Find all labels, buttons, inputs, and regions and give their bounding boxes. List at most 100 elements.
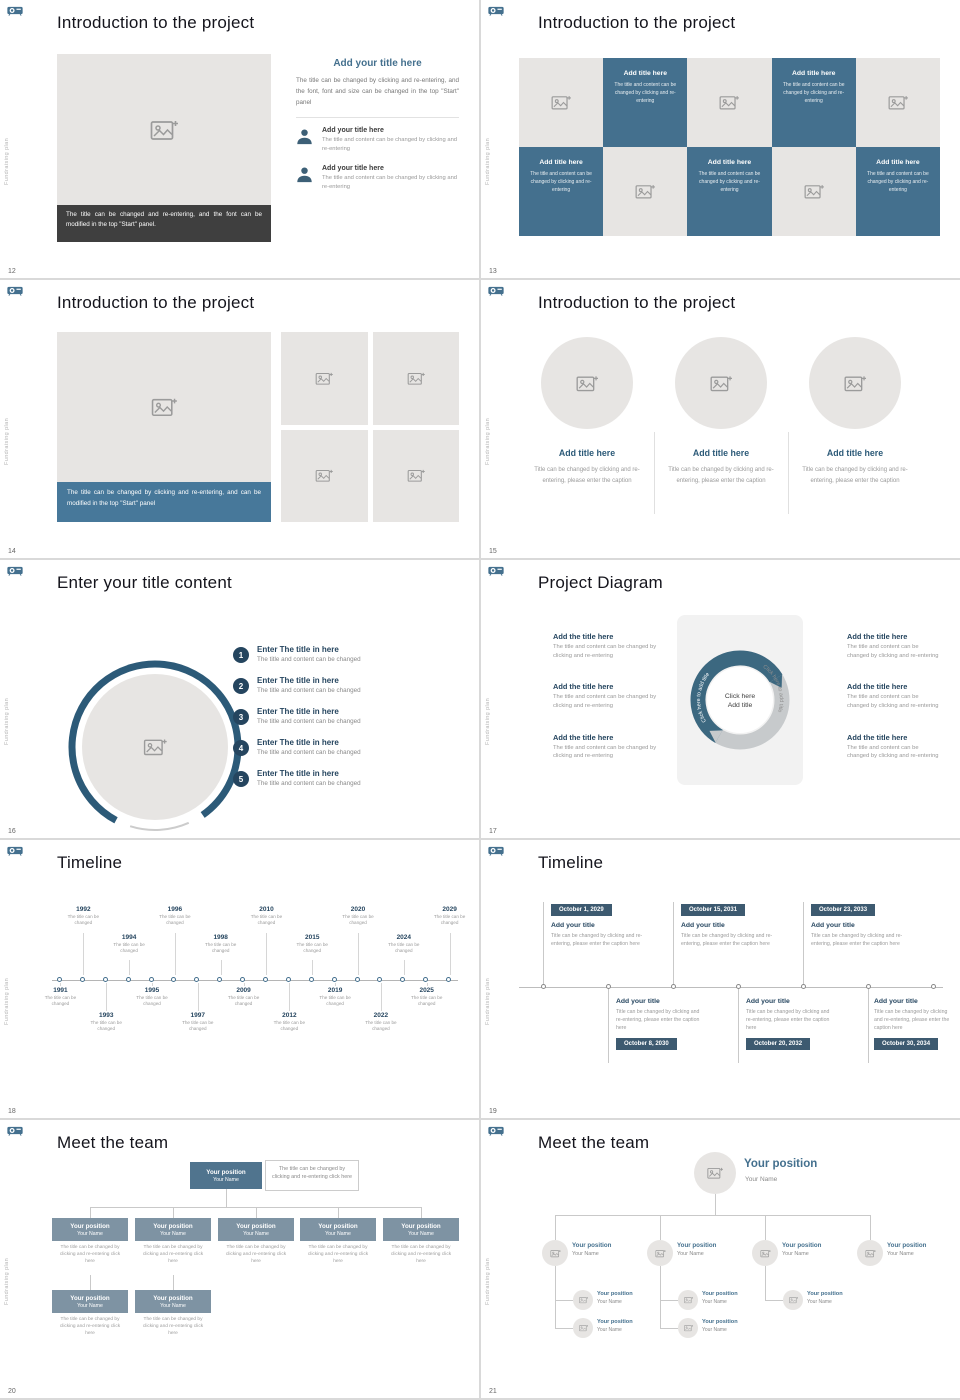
- cycle-diagram: Click here to add title Click here to ad…: [690, 650, 790, 750]
- text-column: Add your title here The title can be cha…: [296, 58, 459, 192]
- deck-vertical-label: Fundraising plan: [4, 977, 10, 1025]
- org-caption: The title can be changed by clicking and…: [225, 1245, 287, 1264]
- slide-16-thumbnail[interactable]: Fundraising plan Enter your title conten…: [0, 560, 479, 838]
- slide-20-thumbnail[interactable]: Fundraising plan Meet the team Your posi…: [0, 1120, 479, 1398]
- item-text: The title and content can be changed by …: [553, 644, 657, 659]
- connector: [173, 1275, 174, 1290]
- image-placeholder: [541, 337, 633, 429]
- projector-icon: [488, 5, 504, 16]
- image-caption: The title can be changed by clicking and…: [57, 482, 271, 522]
- date-badge: October 23, 2033: [811, 904, 876, 916]
- cell-heading: Add title here: [876, 159, 920, 166]
- insert-picture-icon: [315, 371, 333, 386]
- org-box: Your position Your Name: [218, 1218, 294, 1241]
- slide-15-thumbnail[interactable]: Fundraising plan Introduction to the pro…: [481, 280, 960, 558]
- title-cell: Add title here The title and content can…: [519, 147, 604, 236]
- slide-title: Meet the team: [57, 1133, 169, 1152]
- projector-icon: [488, 285, 504, 296]
- cell-heading: Add title here: [623, 70, 667, 77]
- projector-icon: [488, 565, 504, 576]
- timeline-point: 2012 The title can be changed: [274, 840, 305, 1118]
- left-items: Add the title here The title and content…: [553, 632, 661, 761]
- deck-vertical-label: Fundraising plan: [485, 137, 491, 185]
- avatar: [678, 1318, 698, 1338]
- avatar: [542, 1240, 568, 1266]
- avatar: [573, 1290, 593, 1310]
- item-text: The title and content can be changed by …: [322, 175, 458, 190]
- deck-vertical-label: Fundraising plan: [485, 1257, 491, 1305]
- avatar: [647, 1240, 673, 1266]
- diagram-item: Add the title here The title and content…: [553, 733, 661, 761]
- timeline-dot: [446, 977, 452, 982]
- person-icon: [296, 128, 313, 145]
- insert-picture-icon: [635, 183, 655, 200]
- slide-13-thumbnail[interactable]: Fundraising plan Introduction to the pro…: [481, 0, 960, 278]
- connector: [868, 987, 869, 1063]
- note-box: The title can be changed by clicking and…: [265, 1160, 359, 1191]
- page-number: 13: [489, 268, 497, 275]
- cell-heading: Add title here: [539, 159, 583, 166]
- slide-12-thumbnail[interactable]: Fundraising plan Introduction to the pro…: [0, 0, 479, 278]
- milestone-text: Title can be changed by clicking and re-…: [874, 1009, 950, 1032]
- org-box: Your position Your Name: [300, 1218, 376, 1241]
- page-number: 14: [8, 548, 16, 555]
- three-columns: Add title here Title can be changed by c…: [520, 337, 922, 487]
- slide-title: Enter your title content: [57, 573, 232, 592]
- milestone-text: Title can be changed by clicking and re-…: [746, 1009, 830, 1032]
- name-label: Your Name: [745, 1176, 778, 1183]
- item-text: The title and content can be changed by …: [322, 137, 458, 153]
- slide-14-thumbnail[interactable]: Fundraising plan Introduction to the pro…: [0, 280, 479, 558]
- item-heading: Add your title here: [322, 127, 384, 135]
- slide-17-thumbnail[interactable]: Fundraising plan Project Diagram Click h…: [481, 560, 960, 838]
- connector: [338, 1207, 339, 1218]
- timeline-dot: [308, 977, 314, 982]
- milestone: October 15, 2031 Add your title Title ca…: [681, 898, 791, 948]
- image-placeholder: [372, 332, 459, 425]
- divider: [654, 432, 655, 514]
- milestone-heading: Add your title: [551, 922, 595, 929]
- image-placeholder: [281, 429, 368, 522]
- section-paragraph: The title can be changed by clicking and…: [296, 77, 459, 107]
- column-text: Title can be changed by clicking and re-…: [668, 467, 774, 484]
- slide-21-thumbnail[interactable]: Fundraising plan Meet the team Your posi…: [481, 1120, 960, 1398]
- timeline-dot: [866, 984, 871, 989]
- avatar: [783, 1290, 803, 1310]
- column: Add title here Title can be changed by c…: [654, 337, 788, 487]
- column-text: Title can be changed by clicking and re-…: [802, 467, 908, 484]
- projector-icon: [7, 565, 23, 576]
- item-heading: Add the title here: [553, 632, 614, 641]
- org-caption: The title can be changed by clicking and…: [59, 1245, 121, 1264]
- image-placeholder: [809, 337, 901, 429]
- timeline-dot: [400, 977, 406, 982]
- timeline-dot: [217, 977, 223, 982]
- milestone: October 1, 2029 Add your title Title can…: [551, 898, 661, 948]
- column-heading: Add title here: [692, 448, 750, 458]
- connector: [555, 1266, 556, 1328]
- connector: [765, 1215, 766, 1240]
- timeline-point: 2025 The title can be changed: [411, 840, 442, 1118]
- image-placeholder: [855, 58, 940, 147]
- milestone-heading: Add your title: [681, 922, 725, 929]
- column-heading: Add title here: [826, 448, 884, 458]
- item-text: The title and content can be changed by …: [847, 744, 939, 760]
- slide-title: Introduction to the project: [57, 293, 255, 312]
- arrow-head: [709, 730, 723, 743]
- date-badge: October 30, 2034: [874, 1038, 939, 1051]
- org-box: Your position Your Name: [135, 1218, 211, 1241]
- item-text: The title and content can be changed: [257, 687, 361, 694]
- slide-18-thumbnail[interactable]: Fundraising plan Timeline 1991 The title …: [0, 840, 479, 1118]
- timeline-dot: [148, 977, 154, 982]
- connector: [90, 1275, 91, 1290]
- timeline-dot: [171, 977, 177, 982]
- position-label: Your position: [744, 1158, 818, 1170]
- slide-19-thumbnail[interactable]: Fundraising plan Timeline October 1, 202…: [481, 840, 960, 1118]
- avatar: [694, 1152, 736, 1194]
- timeline-dot: [262, 977, 268, 982]
- connector: [256, 1207, 257, 1218]
- date-badge: October 15, 2031: [681, 904, 746, 916]
- insert-picture-icon: [551, 94, 571, 111]
- item-heading: Enter The title in here: [257, 707, 339, 716]
- timeline-point: 1996 The title can be changed: [159, 840, 191, 1118]
- org-caption: The title can be changed by clicking and…: [390, 1245, 452, 1264]
- image-placeholder: [281, 332, 368, 425]
